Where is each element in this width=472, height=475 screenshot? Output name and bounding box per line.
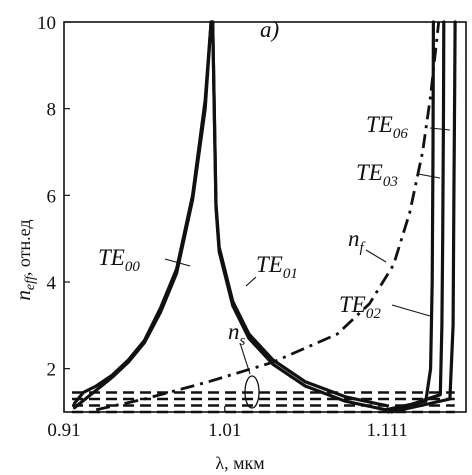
series-te03-line xyxy=(387,20,446,414)
x-tick-label: 0.91 xyxy=(47,420,80,441)
y-axis-label-main: n xyxy=(11,290,35,301)
panel-label: a) xyxy=(260,17,279,42)
annotation-te02: TE02 xyxy=(339,292,381,322)
series-te06-line xyxy=(390,20,457,414)
series-te02-line xyxy=(384,20,435,412)
leader-te01 xyxy=(245,276,257,287)
annotation-te06: TE06 xyxy=(366,112,408,142)
ns-marker-ellipse xyxy=(244,375,260,409)
y-tick-label: 2 xyxy=(47,360,57,381)
label-layer: a) λ, мкм neff, отн.ед TE00 TE01 TE02 TE… xyxy=(11,17,408,473)
axis-ticks: 0.91 1.01 1.111 2 4 6 8 10 xyxy=(37,13,408,441)
y-axis-label: neff, отн.ед xyxy=(11,219,38,300)
y-axis-label-unit: , отн.ед xyxy=(14,219,34,276)
leader-lines xyxy=(164,127,451,409)
annotation-te00: TE00 xyxy=(98,245,140,275)
annotation-te03: TE03 xyxy=(356,160,398,190)
svg-text:neff, отн.ед: neff, отн.ед xyxy=(11,219,38,300)
x-tick-label: 1.01 xyxy=(208,420,241,441)
annotation-ns: ns xyxy=(228,319,246,349)
series-te01-line xyxy=(72,20,388,412)
y-tick-label: 4 xyxy=(47,273,57,294)
leader-te06 xyxy=(429,127,451,131)
y-tick-label: 10 xyxy=(37,13,56,34)
leader-nf xyxy=(365,249,387,263)
y-axis-label-sub: eff xyxy=(23,274,38,290)
leader-te02 xyxy=(391,304,431,317)
series-te00-line xyxy=(72,20,388,408)
y-tick-label: 6 xyxy=(47,186,57,207)
annotation-nf: nf xyxy=(348,226,366,256)
leader-te00 xyxy=(164,258,191,267)
annotation-te01: TE01 xyxy=(256,252,298,282)
x-axis-label: λ, мкм xyxy=(215,453,264,473)
leader-te03 xyxy=(417,173,441,179)
series-layer xyxy=(72,20,457,414)
x-tick-label: 1.111 xyxy=(367,420,408,441)
y-tick-label: 8 xyxy=(47,100,57,121)
series-nf-line xyxy=(95,21,441,412)
leader-ns xyxy=(239,342,251,375)
